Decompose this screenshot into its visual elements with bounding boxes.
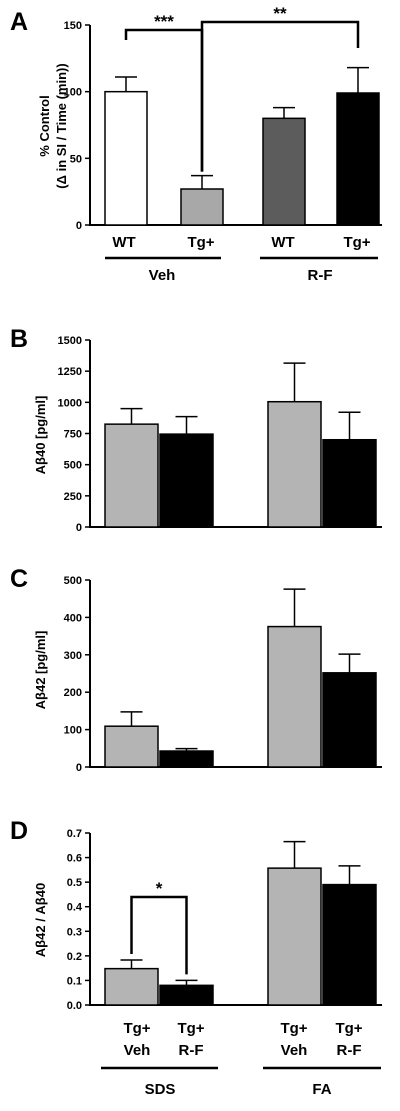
panel-b-bar (267, 400, 322, 528)
panel-b-bar (159, 433, 214, 528)
panel-a-bar (336, 92, 380, 226)
panel-b-y-tick-label: 0 (76, 522, 82, 534)
panel-d-y-tick-label: 0.5 (67, 877, 82, 889)
panel-a-y-tick-label: 100 (64, 87, 82, 99)
panel-d-bar (267, 867, 322, 1006)
panel-d-cat-top-3: Tg+ (280, 1020, 307, 1037)
panel-c-y-tick-label: 100 (64, 725, 82, 737)
panel-c-bar (104, 725, 159, 768)
panel-a-significance-label: ** (273, 4, 287, 23)
panel-c-y-tick-label: 200 (64, 687, 82, 699)
panel-d-y-tick-label: 0.1 (67, 975, 82, 987)
panel-a-cat-2: Tg+ (187, 234, 214, 251)
panel-b-y-tick-label: 250 (64, 491, 82, 503)
panel-b-ylabel: Aβ40 [pg/ml] (33, 396, 48, 475)
panel-a-cat-1: WT (112, 234, 135, 251)
panel-b-y-tick-label: 1000 (58, 397, 82, 409)
panel-d-ylabel: Aβ42 / Aβ40 (33, 883, 48, 957)
panel-d-cat-top-4: Tg+ (335, 1020, 362, 1037)
panel-d-letter: D (10, 817, 28, 845)
panel-a-ylabel-line2: (Δ in SI / Time (min)) (54, 63, 69, 188)
panel-a-bar (262, 117, 306, 226)
panel-b-y-tick-label: 750 (64, 429, 82, 441)
panel-b-bar (322, 438, 377, 528)
panel-d-y-tick-label: 0.0 (67, 1000, 82, 1012)
panel-c-bar (322, 672, 377, 768)
panel-d-cat-top-1: Tg+ (123, 1020, 150, 1037)
panel-a-bar (180, 188, 224, 226)
panel-d-y-tick-label: 0.6 (67, 853, 82, 865)
panel-a-significance-bracket (200, 20, 360, 172)
panel-b-y-tick-label: 1500 (58, 335, 82, 347)
panel-a-group-veh: Veh (149, 267, 176, 284)
panel-d-cat-bottom-2: R-F (179, 1042, 204, 1059)
panel-a-ylabel-line1: % Control (37, 95, 52, 156)
panel-a-cat-4: Tg+ (343, 234, 370, 251)
panel-c-letter: C (10, 565, 28, 593)
panel-a-y-tick-label: 0 (76, 220, 82, 232)
panel-d-bar (159, 984, 214, 1006)
panel-c-y-tick-label: 0 (76, 762, 82, 774)
panel-a-y-tick-label: 50 (70, 153, 82, 165)
panel-a-significance-label: *** (154, 12, 174, 31)
panel-b-y-tick-label: 500 (64, 460, 82, 472)
panel-a-bar (104, 90, 148, 226)
panel-c-bar (159, 750, 214, 768)
panel-d-y-tick-label: 0.3 (67, 926, 82, 938)
panel-c-y-tick-label: 300 (64, 650, 82, 662)
panel-a-cat-3: WT (271, 234, 294, 251)
panel-d-bar (322, 883, 377, 1006)
panel-b-letter: B (10, 325, 28, 353)
panel-d-y-tick-label: 0.2 (67, 951, 82, 963)
panel-d-cat-bottom-4: R-F (337, 1042, 362, 1059)
panel-d-significance-bracket (130, 895, 188, 975)
panel-b-bar (104, 423, 159, 528)
panel-a-y-tick-label: 150 (64, 20, 82, 32)
panel-a-group-rf: R-F (308, 267, 333, 284)
panel-d-bar (104, 967, 159, 1006)
panel-c-ylabel: Aβ42 [pg/ml] (33, 631, 48, 710)
panel-d-group-sds: SDS (145, 1081, 176, 1098)
panel-c-bar (267, 625, 322, 768)
panel-d-group-fa: FA (312, 1081, 331, 1098)
panel-c-y-tick-label: 500 (64, 575, 82, 587)
panel-d-y-tick-label: 0.4 (67, 902, 83, 914)
panel-b-y-tick-label: 1250 (58, 366, 82, 378)
panel-d-significance-label: * (156, 879, 163, 898)
panel-a-letter: A (10, 8, 28, 36)
panel-d-cat-bottom-3: Veh (281, 1042, 308, 1059)
panel-d-cat-top-2: Tg+ (177, 1020, 204, 1037)
panel-d-y-tick-label: 0.7 (67, 828, 82, 840)
panel-c-y-tick-label: 400 (64, 612, 82, 624)
panel-d-cat-bottom-1: Veh (124, 1042, 151, 1059)
